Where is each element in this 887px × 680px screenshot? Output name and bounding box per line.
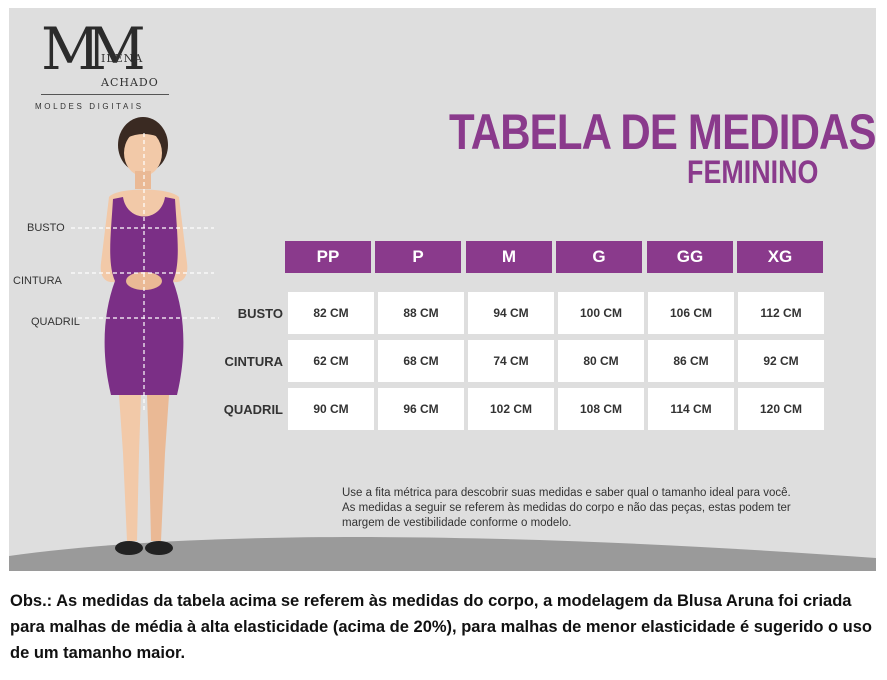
table-cell: 74 CM: [468, 340, 554, 382]
table-cell: 68 CM: [378, 340, 464, 382]
logo-divider: [41, 94, 169, 95]
row-label-busto: BUSTO: [237, 306, 283, 321]
table-cell: 106 CM: [648, 292, 734, 334]
table-cell: 94 CM: [468, 292, 554, 334]
size-header-xg: XG: [737, 241, 823, 273]
figure-label-busto: BUSTO: [27, 222, 65, 234]
observation-text: Obs.: As medidas da tabela acima se refe…: [10, 592, 873, 662]
size-header-p: P: [375, 241, 461, 273]
page-subtitle: FEMININO: [686, 154, 818, 190]
row-label-cintura: CINTURA: [224, 354, 284, 369]
table-cell: 96 CM: [378, 388, 464, 430]
woman-figure-illustration: [69, 117, 219, 555]
logo-name-line2: ACHADO: [101, 76, 159, 89]
table-cell: 88 CM: [378, 292, 464, 334]
table-cell: 112 CM: [738, 292, 824, 334]
brand-logo: MM ILENA ACHADO MOLDES DIGITAIS: [35, 14, 185, 114]
table-cell: 92 CM: [738, 340, 824, 382]
table-cell: 100 CM: [558, 292, 644, 334]
figure-label-cintura: CINTURA: [13, 275, 62, 287]
note-line: Use a fita métrica para descobrir suas m…: [342, 487, 791, 499]
table-cell: 102 CM: [468, 388, 554, 430]
floor-shape: [9, 537, 876, 571]
logo-subtitle: MOLDES DIGITAIS: [35, 102, 144, 111]
size-header-pp: PP: [285, 241, 371, 273]
table-cell: 80 CM: [558, 340, 644, 382]
page-title: TABELA DE MEDIDAS: [449, 104, 876, 160]
table-cell: 120 CM: [738, 388, 824, 430]
size-header-g: G: [556, 241, 642, 273]
table-cell: 86 CM: [648, 340, 734, 382]
table-cell: 108 CM: [558, 388, 644, 430]
table-cell: 90 CM: [288, 388, 374, 430]
measurement-note: Use a fita métrica para descobrir suas m…: [342, 486, 872, 531]
logo-monogram: MM: [41, 15, 146, 83]
note-line: margem de vestibilidade conforme o model…: [342, 517, 572, 529]
figure-label-quadril: QUADRIL: [31, 316, 80, 328]
row-label-quadril: QUADRIL: [223, 402, 283, 417]
size-chart-panel: MM ILENA ACHADO MOLDES DIGITAIS BUSTO CI…: [9, 8, 876, 571]
table-cell: 82 CM: [288, 292, 374, 334]
table-cell: 62 CM: [288, 340, 374, 382]
table-cell: 114 CM: [648, 388, 734, 430]
note-line: As medidas a seguir se referem às medida…: [342, 502, 791, 514]
size-header-m: M: [466, 241, 552, 273]
size-header-gg: GG: [647, 241, 733, 273]
logo-name-line1: ILENA: [101, 52, 144, 65]
